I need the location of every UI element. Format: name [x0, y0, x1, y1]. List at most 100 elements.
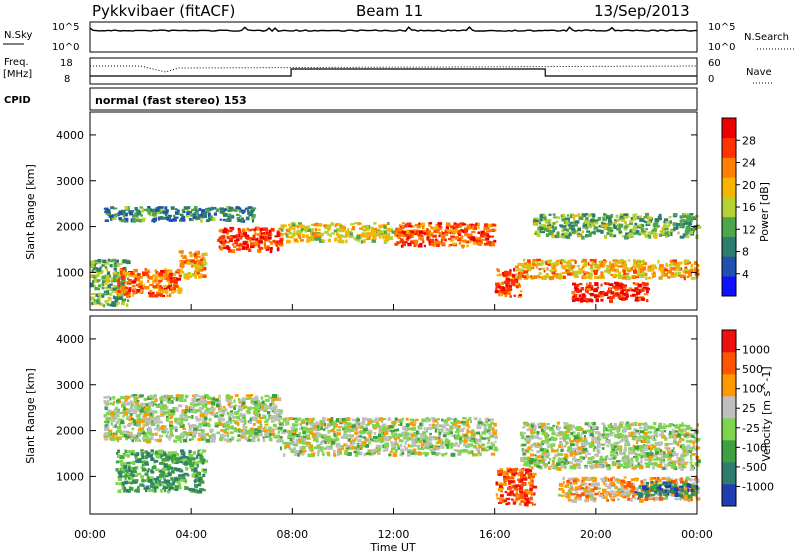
heatmap-cell	[429, 444, 434, 449]
heatmap-cell	[192, 261, 198, 265]
heatmap-cell	[124, 481, 129, 485]
heatmap-cell	[320, 423, 325, 427]
heatmap-cell	[180, 394, 184, 398]
heatmap-cell	[313, 425, 318, 428]
heatmap-cell	[161, 457, 166, 462]
heatmap-cell	[142, 424, 145, 428]
heatmap-cell	[430, 239, 434, 243]
heatmap-cell	[191, 213, 196, 217]
heatmap-cell	[354, 222, 359, 225]
heatmap-cell	[503, 475, 508, 479]
heatmap-cell	[218, 394, 221, 399]
heatmap-cell	[214, 422, 218, 425]
heatmap-cell	[298, 417, 302, 420]
heatmap-cell	[177, 291, 182, 294]
heatmap-cell	[593, 226, 599, 230]
heatmap-cell	[310, 449, 314, 452]
heatmap-cell	[600, 271, 604, 276]
heatmap-cell	[375, 424, 380, 428]
heatmap-cell	[227, 402, 231, 406]
heatmap-cell	[191, 457, 197, 460]
heatmap-cell	[281, 431, 286, 435]
heatmap-cell	[170, 469, 175, 474]
heatmap-cell	[103, 434, 108, 439]
heatmap-cell	[180, 254, 183, 258]
heatmap-cell	[279, 421, 285, 425]
heatmap-cell	[255, 420, 258, 423]
heatmap-cell	[590, 286, 594, 291]
heatmap-cell	[435, 441, 440, 445]
heatmap-cell	[198, 418, 202, 421]
heatmap-cell	[660, 232, 665, 236]
heatmap-cell	[194, 255, 199, 259]
heatmap-cell	[573, 214, 578, 217]
heatmap-cell	[277, 413, 281, 417]
heatmap-cell	[508, 273, 514, 277]
heatmap-cell	[501, 472, 506, 476]
heatmap-cell	[126, 489, 130, 493]
heatmap-cell	[296, 231, 299, 235]
heatmap-cell	[523, 473, 526, 476]
heatmap-cell	[509, 295, 512, 298]
heatmap-cell	[467, 233, 473, 237]
heatmap-cell	[518, 272, 521, 275]
heatmap-cell	[183, 472, 189, 476]
heatmap-cell	[595, 298, 599, 303]
heatmap-cell	[176, 277, 181, 281]
heatmap-cell	[638, 297, 642, 301]
heatmap-cell	[130, 210, 134, 213]
heatmap-cell	[550, 264, 554, 268]
heatmap-cell	[189, 406, 195, 409]
heatmap-cell	[120, 467, 124, 471]
heatmap-cell	[459, 437, 463, 441]
heatmap-cell	[373, 452, 376, 455]
heatmap-cell	[133, 467, 137, 471]
heatmap-cell	[612, 285, 617, 289]
heatmap-cell	[180, 412, 185, 416]
heatmap-cell	[194, 250, 198, 255]
heatmap-cell	[655, 224, 658, 228]
heatmap-cell	[197, 214, 201, 218]
heatmap-cell	[688, 271, 692, 276]
heatmap-cell	[195, 272, 199, 276]
heatmap-cell	[557, 274, 563, 279]
heatmap-cell	[517, 295, 523, 298]
heatmap-cell	[533, 219, 539, 222]
heatmap-cell	[136, 214, 139, 218]
heatmap-cell	[585, 271, 590, 275]
heatmap-cell	[240, 435, 245, 439]
heatmap-cell	[212, 397, 215, 401]
heatmap-cell	[435, 447, 440, 451]
heatmap-cell	[473, 417, 478, 421]
heatmap-cell	[621, 219, 626, 222]
heatmap-cell	[593, 260, 597, 263]
heatmap-cell	[209, 428, 214, 432]
heatmap-cell	[417, 234, 422, 237]
heatmap-cell	[198, 483, 202, 487]
cpid-frame	[89, 87, 698, 111]
freq-label: Freq.	[4, 57, 29, 68]
heatmap-cell	[191, 415, 194, 419]
heatmap-cell	[592, 213, 596, 218]
heatmap-cell	[359, 444, 364, 449]
heatmap-cell	[129, 400, 133, 405]
heatmap-cell	[352, 424, 356, 429]
heatmap-cell	[586, 230, 591, 233]
heatmap-cell	[334, 223, 337, 228]
heatmap-cell	[111, 434, 116, 437]
heatmap-cell	[604, 213, 608, 217]
heatmap-cell	[445, 226, 450, 230]
heatmap-cell	[453, 419, 457, 423]
nsky-trace	[89, 25, 698, 33]
heatmap-cell	[640, 275, 645, 278]
heatmap-cell	[618, 231, 623, 234]
heatmap-cell	[372, 420, 376, 423]
heatmap-cell	[228, 206, 231, 209]
heatmap-cell	[305, 442, 310, 445]
heatmap-cell	[530, 275, 535, 278]
heatmap-cell	[122, 453, 128, 457]
heatmap-cell	[497, 268, 500, 273]
heatmap-cell	[110, 421, 113, 426]
heatmap-cell	[244, 426, 248, 429]
heatmap-cell	[441, 446, 445, 449]
